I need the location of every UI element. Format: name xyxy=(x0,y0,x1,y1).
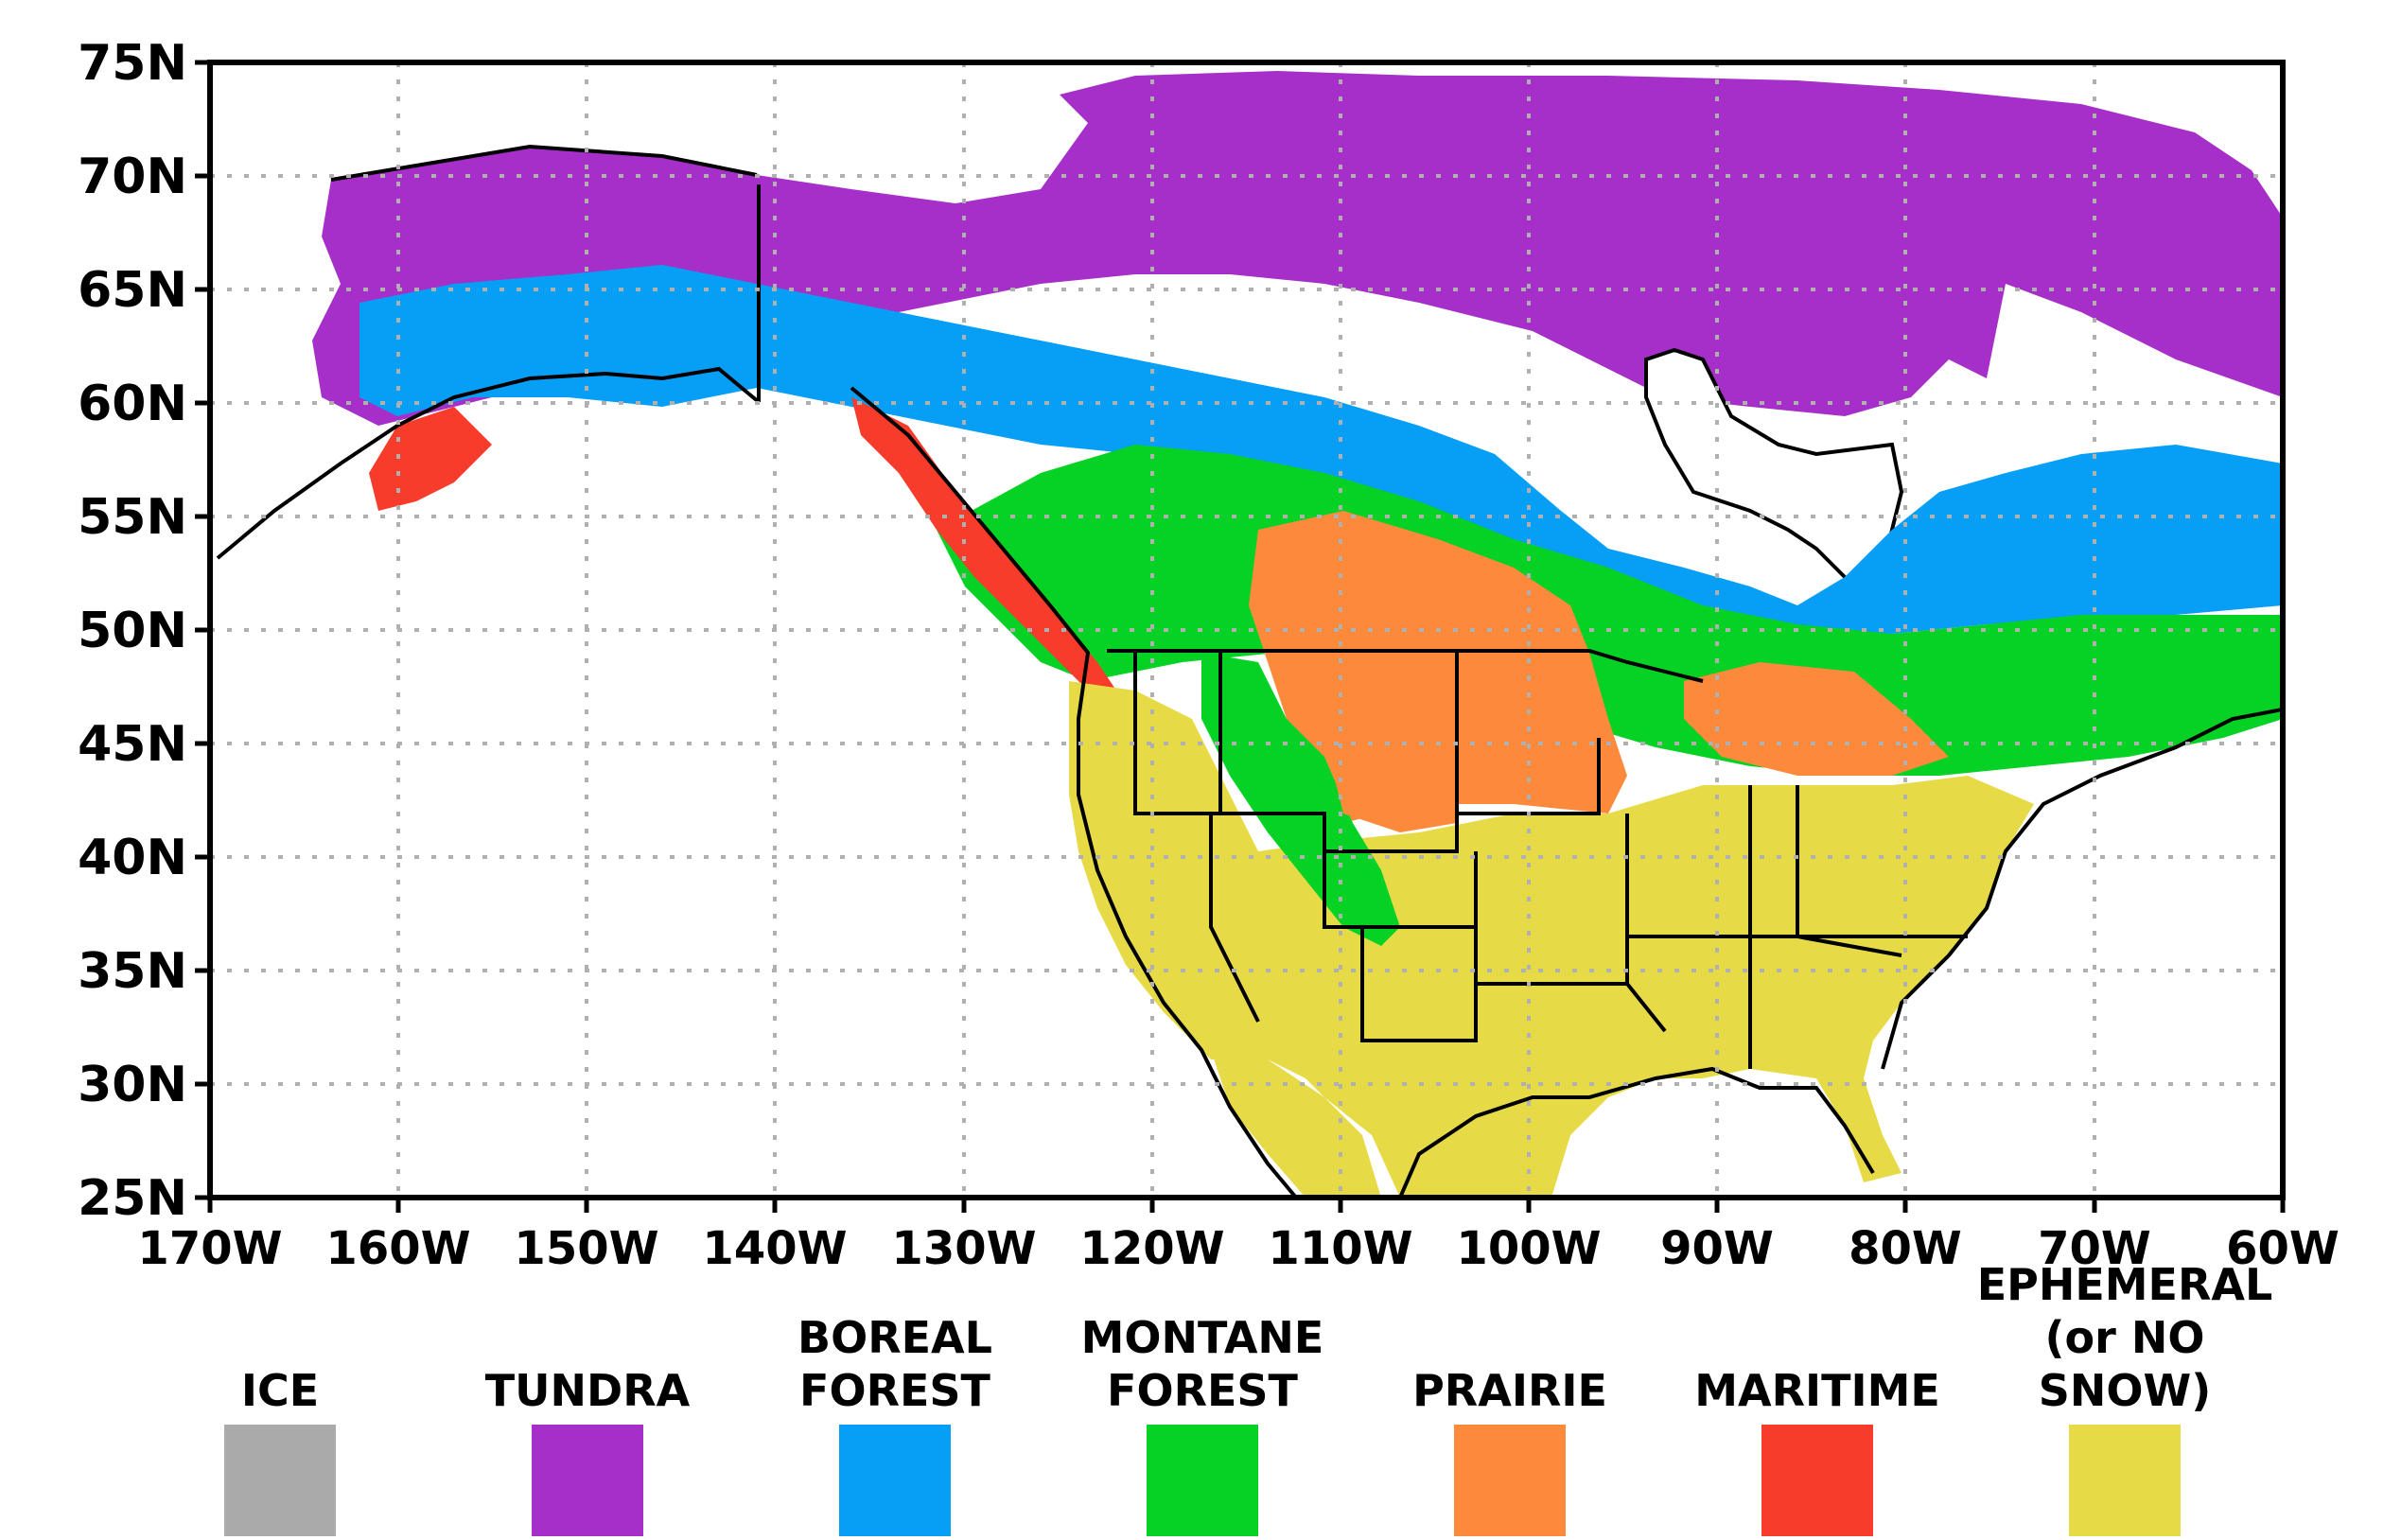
legend-swatch-ephemeral xyxy=(2069,1425,2181,1536)
lat-label: 25N xyxy=(78,1170,187,1227)
map-legend: ICE TUNDRA BOREAL FOREST MONTANE FOREST … xyxy=(0,1259,2401,1540)
lat-label: 50N xyxy=(78,603,187,659)
lon-label: 90W xyxy=(1660,1222,1774,1275)
rocky-prairie xyxy=(1324,738,1457,832)
legend-swatch-montane-forest xyxy=(1147,1425,1258,1536)
legend-label: TUNDRA xyxy=(484,1365,691,1416)
legend-label: PRAIRIE xyxy=(1412,1365,1607,1416)
lat-label: 40N xyxy=(78,830,187,886)
legend-label: MONTANE FOREST xyxy=(1080,1312,1324,1416)
legend-swatch-boreal-forest xyxy=(839,1425,951,1536)
legend-swatch-prairie xyxy=(1454,1425,1566,1536)
lat-label: 30N xyxy=(78,1057,187,1113)
legend-swatch-ice xyxy=(224,1425,336,1536)
legend-label: MARITIME xyxy=(1694,1365,1940,1416)
legend-item-tundra: TUNDRA xyxy=(431,1296,744,1540)
legend-item-boreal-forest: BOREAL FOREST xyxy=(739,1296,1051,1540)
maritime-region xyxy=(851,397,1116,700)
greenland-coast xyxy=(2176,62,2283,151)
ephemeral-region xyxy=(1069,681,2034,1198)
lon-label: 80W xyxy=(1849,1222,1962,1275)
boreal-region xyxy=(359,265,2283,653)
axis-ticks xyxy=(195,60,2286,1213)
prairie-great-lakes xyxy=(1684,662,1949,776)
legend-swatch-maritime xyxy=(1761,1425,1873,1536)
legend-item-prairie: PRAIRIE xyxy=(1354,1296,1666,1540)
latitude-labels: 75N 70N 65N 60N 55N 50N 45N 40N 35N 30N … xyxy=(78,35,187,1227)
lon-label: 150W xyxy=(514,1222,658,1275)
legend-item-montane-forest: MONTANE FOREST xyxy=(1046,1296,1358,1540)
lat-label: 65N xyxy=(78,262,187,319)
rocky-montane xyxy=(1201,653,1400,946)
legend-label: ICE xyxy=(240,1365,320,1416)
lon-label: 120W xyxy=(1079,1222,1224,1275)
legend-label: BOREAL FOREST xyxy=(797,1312,992,1416)
lon-label: 160W xyxy=(325,1222,470,1275)
lat-label: 75N xyxy=(78,35,187,92)
lat-label: 45N xyxy=(78,716,187,773)
lat-label: 60N xyxy=(78,376,187,432)
graticule xyxy=(210,62,2283,1198)
lon-label: 170W xyxy=(137,1222,282,1275)
lat-label: 55N xyxy=(78,489,187,546)
maritime-alaska xyxy=(369,407,492,511)
legend-label: EPHEMERAL (or NO SNOW) xyxy=(1976,1259,2273,1416)
lat-label: 35N xyxy=(78,943,187,1000)
longitude-labels: 170W 160W 150W 140W 130W 120W 110W 100W … xyxy=(137,1222,2339,1275)
map-plot-area xyxy=(216,62,2283,1198)
lon-label: 140W xyxy=(702,1222,847,1275)
lon-label: 100W xyxy=(1456,1222,1601,1275)
coastlines xyxy=(216,144,2283,1198)
legend-item-maritime: MARITIME xyxy=(1661,1296,1973,1540)
mexico-region xyxy=(1211,1050,1381,1198)
lon-label: 130W xyxy=(891,1222,1036,1275)
lon-label: 70W xyxy=(2038,1222,2151,1275)
legend-swatch-tundra xyxy=(532,1425,643,1536)
lon-label: 110W xyxy=(1268,1222,1412,1275)
tundra-region xyxy=(312,71,2283,426)
lat-label: 70N xyxy=(78,149,187,205)
legend-item-ice: ICE xyxy=(124,1296,436,1540)
legend-item-ephemeral: EPHEMERAL (or NO SNOW) xyxy=(1969,1259,2281,1540)
political-boundaries xyxy=(757,184,1968,1069)
lon-label: 60W xyxy=(2226,1222,2340,1275)
